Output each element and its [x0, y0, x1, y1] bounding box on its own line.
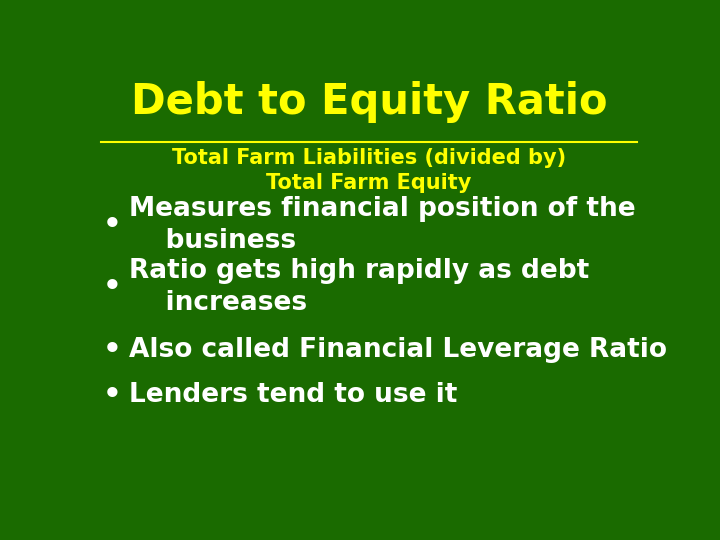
Text: •: • [103, 273, 122, 301]
Text: Also called Financial Leverage Ratio: Also called Financial Leverage Ratio [129, 336, 667, 363]
Text: Lenders tend to use it: Lenders tend to use it [129, 382, 457, 408]
Text: •: • [103, 211, 122, 239]
Text: Total Farm Equity: Total Farm Equity [266, 173, 472, 193]
Text: •: • [103, 336, 122, 363]
Text: •: • [103, 381, 122, 409]
Text: Debt to Equity Ratio: Debt to Equity Ratio [131, 81, 607, 123]
Text: Measures financial position of the
    business: Measures financial position of the busin… [129, 196, 636, 254]
Text: Ratio gets high rapidly as debt
    increases: Ratio gets high rapidly as debt increase… [129, 258, 589, 316]
Text: Total Farm Liabilities (divided by): Total Farm Liabilities (divided by) [172, 148, 566, 168]
